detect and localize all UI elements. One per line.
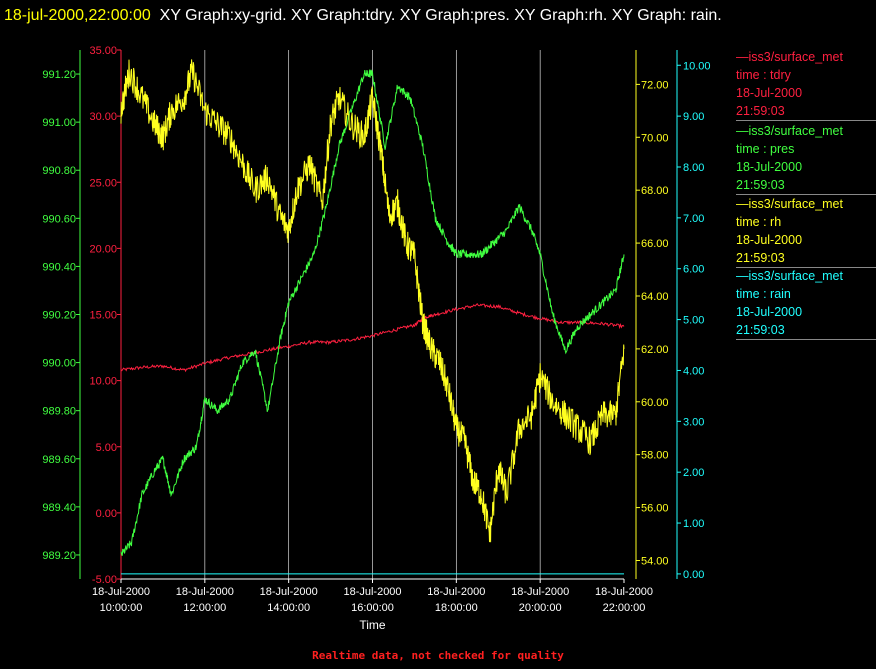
x-tick-date: 18-Jul-2000: [176, 586, 234, 598]
tdry-tick-label: 0.00: [96, 508, 117, 520]
chart-title: 18-jul-2000,22:00:00 XY Graph:xy-grid. X…: [4, 2, 864, 29]
x-tick-time: 10:00:00: [100, 602, 143, 614]
legend-date: 18-Jul-2000: [736, 160, 803, 174]
legend-variable: time : rain: [736, 287, 791, 301]
rh-tick-label: 54.00: [641, 555, 669, 567]
x-tick-date: 18-Jul-2000: [92, 586, 150, 598]
legend-variable: time : pres: [736, 142, 795, 156]
legend-rh: —iss3/surface_met time : rh 18-Jul-2000 …: [736, 195, 876, 268]
rain-tick-label: 6.00: [683, 264, 704, 276]
rain-tick-label: 1.00: [683, 518, 704, 530]
tdry-tick-label: 25.00: [89, 177, 117, 189]
x-tick-time: 14:00:00: [267, 602, 310, 614]
rh-tick-label: 56.00: [641, 503, 669, 515]
rain-tick-label: 3.00: [683, 416, 704, 428]
legend-date: 18-Jul-2000: [736, 86, 803, 100]
series-line-tdry: [120, 303, 625, 373]
legend-time: 21:59:03: [736, 251, 785, 265]
rh-tick-label: 66.00: [641, 238, 669, 250]
rain-tick-label: 7.00: [683, 213, 704, 225]
tdry-tick-label: 30.00: [89, 111, 117, 123]
x-tick-date: 18-Jul-2000: [260, 586, 318, 598]
rh-tick-label: 64.00: [641, 291, 669, 303]
x-tick-time: 18:00:00: [435, 602, 478, 614]
tdry-tick-label: 15.00: [89, 310, 117, 322]
x-tick-date: 18-Jul-2000: [343, 586, 401, 598]
series-line-pres: [120, 68, 625, 556]
pres-tick-label: 990.20: [42, 310, 76, 322]
legend-source: —iss3/surface_met: [736, 50, 843, 64]
tdry-tick-label: 20.00: [89, 243, 117, 255]
legend-time: 21:59:03: [736, 104, 785, 118]
pres-tick-label: 989.60: [42, 454, 76, 466]
legend-tdry: —iss3/surface_met time : tdry 18-Jul-200…: [736, 48, 876, 121]
legend-rain: —iss3/surface_met time : rain 18-Jul-200…: [736, 267, 876, 340]
legend-variable: time : rh: [736, 215, 782, 229]
legend-time: 21:59:03: [736, 323, 785, 337]
series-line-rh: [120, 59, 625, 543]
rain-tick-label: 4.00: [683, 365, 704, 377]
rain-tick-label: 0.00: [683, 569, 704, 581]
rh-tick-label: 72.00: [641, 79, 669, 91]
rain-tick-label: 8.00: [683, 162, 704, 174]
pres-tick-label: 990.60: [42, 213, 76, 225]
x-tick-time: 16:00:00: [351, 602, 394, 614]
pres-tick-label: 989.20: [42, 550, 76, 562]
rh-tick-label: 68.00: [641, 185, 669, 197]
pres-tick-label: 990.00: [42, 358, 76, 370]
tdry-tick-label: 35.00: [89, 45, 117, 57]
x-axis-label: Time: [359, 618, 386, 632]
legend-source: —iss3/surface_met: [736, 269, 843, 283]
legend-date: 18-Jul-2000: [736, 305, 803, 319]
tdry-tick-label: 5.00: [96, 442, 117, 454]
legend-date: 18-Jul-2000: [736, 233, 803, 247]
legend-source: —iss3/surface_met: [736, 124, 843, 138]
title-text: XY Graph:xy-grid. XY Graph:tdry. XY Grap…: [159, 7, 722, 24]
pres-tick-label: 989.40: [42, 502, 76, 514]
x-tick-time: 22:00:00: [603, 602, 646, 614]
legend-variable: time : tdry: [736, 68, 791, 82]
rain-tick-label: 10.00: [683, 60, 711, 72]
pres-tick-label: 991.00: [42, 117, 76, 129]
x-tick-time: 20:00:00: [519, 602, 562, 614]
rain-tick-label: 2.00: [683, 467, 704, 479]
pres-tick-label: 990.40: [42, 261, 76, 273]
quality-notice: Realtime data, not checked for quality: [312, 649, 564, 662]
rain-tick-label: 5.00: [683, 315, 704, 327]
rh-tick-label: 58.00: [641, 450, 669, 462]
legend-pres: —iss3/surface_met time : pres 18-Jul-200…: [736, 122, 876, 195]
legend-time: 21:59:03: [736, 178, 785, 192]
rh-tick-label: 70.00: [641, 132, 669, 144]
pres-tick-label: 991.20: [42, 69, 76, 81]
rh-tick-label: 62.00: [641, 344, 669, 356]
rh-tick-label: 60.00: [641, 397, 669, 409]
x-tick-date: 18-Jul-2000: [427, 586, 485, 598]
pres-tick-label: 990.80: [42, 165, 76, 177]
x-tick-time: 12:00:00: [183, 602, 226, 614]
title-timestamp: 18-jul-2000,22:00:00: [4, 7, 151, 24]
tdry-tick-label: -5.00: [92, 574, 117, 586]
x-tick-date: 18-Jul-2000: [595, 586, 653, 598]
legend-source: —iss3/surface_met: [736, 197, 843, 211]
x-tick-date: 18-Jul-2000: [511, 586, 569, 598]
pres-tick-label: 989.80: [42, 406, 76, 418]
tdry-tick-label: 10.00: [89, 376, 117, 388]
rain-tick-label: 9.00: [683, 111, 704, 123]
